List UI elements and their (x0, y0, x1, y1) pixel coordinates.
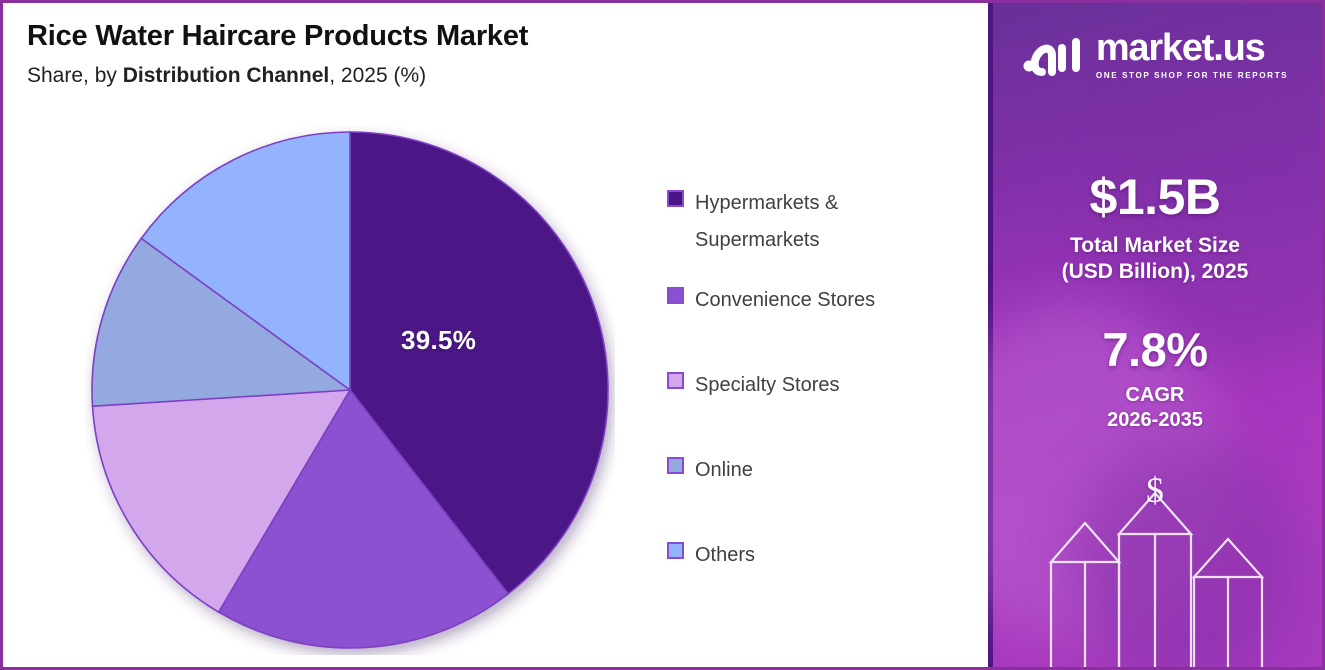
market-us-logo-icon (1023, 37, 1080, 76)
stat-cagr: 7.8% CAGR 2026-2035 (988, 325, 1322, 433)
subtitle-prefix: Share, by (27, 64, 123, 88)
legend-item-convenience-stores[interactable]: Convenience Stores (667, 282, 977, 319)
stat-caption-line2: 2026-2035 (1107, 409, 1203, 432)
legend-item-label: Hypermarkets & Supermarkets (695, 192, 839, 251)
legend-item-label: Online (695, 459, 753, 481)
stat-value: $1.5B (1089, 169, 1221, 225)
pie-chart (85, 125, 615, 655)
legend-swatch-icon (667, 372, 684, 389)
chart-subtitle: Share, by Distribution Channel, 2025 (%) (27, 63, 957, 88)
stat-caption-line2: (USD Billion), 2025 (1061, 259, 1249, 283)
chart-legend: Hypermarkets & Supermarkets Convenience … (667, 185, 977, 597)
stat-caption-line1: Total Market Size (1070, 233, 1240, 257)
brand-logo[interactable]: market.us ONE STOP SHOP FOR THE REPORTS (988, 29, 1322, 80)
title-block: Rice Water Haircare Products Market Shar… (27, 20, 957, 89)
legend-swatch-icon (667, 542, 684, 559)
dollar-sign-icon: $ (1146, 470, 1164, 510)
page-title: Rice Water Haircare Products Market (27, 20, 529, 52)
stat-caption-line1: CAGR (1125, 384, 1185, 407)
legend-item-label: Specialty Stores (695, 374, 840, 396)
stat-caption: CAGR 2026-2035 (988, 383, 1322, 433)
growth-arrows-icon (1048, 491, 1265, 667)
legend-swatch-icon (667, 457, 684, 474)
legend-item-specialty-stores[interactable]: Specialty Stores (667, 367, 977, 404)
logo-tagline: ONE STOP SHOP FOR THE REPORTS (1095, 71, 1289, 80)
brand-sidebar: market.us ONE STOP SHOP FOR THE REPORTS … (988, 3, 1322, 667)
pie-slice[interactable] (349, 131, 609, 595)
pie-slice-label-hypermarkets: 39.5% (401, 325, 477, 355)
legend-swatch-icon (667, 287, 684, 304)
subtitle-emphasis: Distribution Channel (122, 64, 330, 88)
legend-item-label: Convenience Stores (695, 289, 876, 311)
legend-swatch-icon (667, 190, 684, 207)
stat-value: 7.8% (1102, 323, 1208, 376)
pie-slice[interactable] (91, 237, 353, 408)
pie-slice-group (91, 131, 609, 649)
legend-item-label: Others (695, 544, 756, 566)
chart-panel: Rice Water Haircare Products Market Shar… (3, 3, 988, 667)
stat-caption: Total Market Size (USD Billion), 2025 (988, 233, 1322, 286)
stats-block: $1.5B Total Market Size (USD Billion), 2… (988, 171, 1322, 433)
sidebar-edge-strip (988, 3, 993, 667)
pie-slice[interactable] (91, 389, 352, 614)
decoration-arrows: $ (988, 467, 1322, 667)
subtitle-suffix: , 2025 (%) (329, 64, 427, 88)
logo-wordmark: market.us (1095, 27, 1266, 69)
legend-item-online[interactable]: Online (667, 452, 977, 489)
pie-slice[interactable] (140, 131, 351, 392)
legend-item-others[interactable]: Others (667, 537, 977, 574)
pie-slice[interactable] (217, 388, 510, 649)
stat-market-size: $1.5B Total Market Size (USD Billion), 2… (988, 171, 1322, 285)
logo-text: market.us ONE STOP SHOP FOR THE REPORTS (1096, 29, 1288, 80)
pie-svg (91, 131, 609, 649)
legend-item-hypermarkets-supermarkets[interactable]: Hypermarkets & Supermarkets (667, 185, 977, 259)
